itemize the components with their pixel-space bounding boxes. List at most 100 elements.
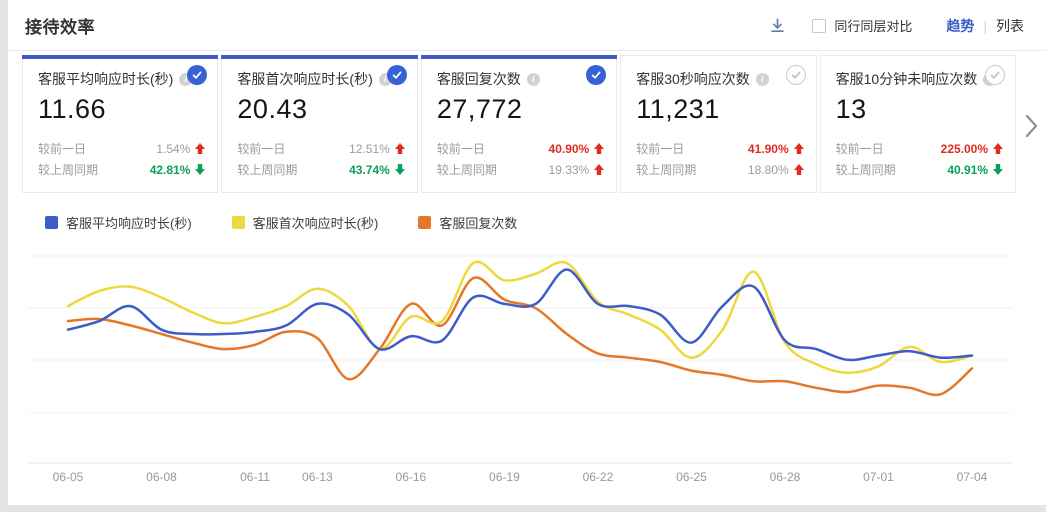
view-toggle-trend[interactable]: 趋势 <box>946 17 975 34</box>
card-compare-rows: 较前一日 225.00% 较上周同期 40.91% <box>835 138 1004 180</box>
legend-item-avg-response-time[interactable]: 客服平均响应时长(秒) <box>45 213 192 232</box>
legend-swatch <box>45 216 58 229</box>
metric-card-title: 客服30秒响应次数 <box>636 71 750 87</box>
card-select-badge[interactable] <box>386 65 407 85</box>
compare-row: 较上周同期 18.80% <box>636 159 804 180</box>
metric-card-title: 客服首次响应时长(秒) <box>237 71 373 87</box>
chart-legend: 客服平均响应时长(秒) 客服首次响应时长(秒) 客服回复次数 <box>45 213 1046 232</box>
metric-card-4[interactable]: 客服10分钟未响应次数 i 13 较前一日 225.00% 较上周同期 40.9… <box>819 55 1017 193</box>
trend-up-icon <box>195 143 206 154</box>
legend-label: 客服首次响应时长(秒) <box>252 216 379 231</box>
compare-row: 较上周同期 43.74% <box>237 159 405 180</box>
x-axis-label: 06-28 <box>770 470 801 484</box>
card-compare-rows: 较前一日 40.90% 较上周同期 19.33% <box>436 138 605 180</box>
x-axis-label: 06-19 <box>489 470 520 484</box>
metric-cards-row: 客服平均响应时长(秒) i 11.66 较前一日 1.54% 较上周同期 42.… <box>8 51 1046 193</box>
card-title-row: 客服平均响应时长(秒) i <box>38 69 205 89</box>
check-icon <box>791 71 801 79</box>
trend-up-icon <box>594 143 605 154</box>
compare-value: 1.54% <box>156 142 206 156</box>
compare-value: 40.91% <box>947 163 1004 177</box>
metric-value: 20.43 <box>237 94 308 124</box>
trend-up-icon <box>993 143 1004 154</box>
metric-card-3[interactable]: 客服30秒响应次数 i 11,231 较前一日 41.90% 较上周同期 18.… <box>620 55 817 193</box>
metric-card-title: 客服回复次数 <box>436 71 521 87</box>
compare-row: 较前一日 12.51% <box>237 138 405 159</box>
legend-swatch <box>418 216 432 229</box>
legend-label: 客服平均响应时长(秒) <box>66 216 192 231</box>
compare-row: 较上周同期 19.33% <box>437 159 605 180</box>
card-select-badge[interactable] <box>785 65 806 85</box>
card-title-row: 客服30秒响应次数 i <box>636 69 803 89</box>
compare-value: 43.74% <box>349 163 405 177</box>
compare-value: 12.51% <box>349 142 405 156</box>
x-axis-label: 06-13 <box>302 470 333 484</box>
compare-label: 较前一日 <box>636 142 685 156</box>
trend-up-icon <box>793 164 804 175</box>
view-toggle-list[interactable]: 列表 <box>996 17 1024 34</box>
legend-label: 客服回复次数 <box>439 216 518 231</box>
peer-compare-checkbox[interactable] <box>812 18 827 33</box>
compare-label: 较前一日 <box>835 142 884 156</box>
card-compare-rows: 较前一日 1.54% 较上周同期 42.81% <box>38 138 206 180</box>
compare-row: 较前一日 1.54% <box>38 138 206 159</box>
chevron-right-icon <box>1025 114 1037 138</box>
info-icon[interactable]: i <box>526 72 540 86</box>
compare-row: 较上周同期 40.91% <box>835 159 1004 180</box>
download-icon <box>771 18 785 32</box>
legend-item-reply-count[interactable]: 客服回复次数 <box>418 213 517 232</box>
compare-row: 较前一日 41.90% <box>636 138 804 159</box>
card-compare-rows: 较前一日 12.51% 较上周同期 43.74% <box>237 138 405 180</box>
card-select-badge[interactable] <box>586 65 607 85</box>
peer-compare-label: 同行同层对比 <box>834 19 913 34</box>
trend-down-icon <box>195 164 206 175</box>
card-title-row: 客服回复次数 i <box>437 69 604 89</box>
compare-label: 较上周同期 <box>835 163 896 177</box>
series-line-first-response-time <box>66 260 974 374</box>
compare-row: 较前一日 225.00% <box>835 138 1004 159</box>
trend-chart: 06-05 06-08 06-11 06-13 06-16 06-19 06-22 06-25… <box>28 255 1012 484</box>
trend-up-icon <box>594 164 605 175</box>
compare-row: 较上周同期 42.81% <box>38 159 206 180</box>
compare-value: 19.33% <box>549 163 605 177</box>
compare-value: 42.81% <box>150 163 206 177</box>
compare-label: 较上周同期 <box>38 163 99 177</box>
view-toggle: 趋势 | 列表 <box>946 16 1024 36</box>
peer-compare-toggle[interactable]: 同行同层对比 <box>812 16 912 35</box>
download-button[interactable] <box>769 17 786 34</box>
metric-value: 27,772 <box>436 94 523 124</box>
compare-label: 较上周同期 <box>237 163 298 177</box>
page-title: 接待效率 <box>25 18 95 37</box>
metric-value: 13 <box>835 94 867 124</box>
card-title-row: 客服首次响应时长(秒) i <box>237 69 404 89</box>
check-icon <box>990 71 1000 79</box>
metric-card-2[interactable]: 客服回复次数 i 27,772 较前一日 40.90% 较上周同期 19.33% <box>420 55 618 193</box>
trend-chart-container: 06-05 06-08 06-11 06-13 06-16 06-19 06-22 06-25… <box>20 238 1046 493</box>
card-select-badge[interactable] <box>187 65 208 85</box>
view-toggle-divider: | <box>983 17 987 34</box>
x-axis-label: 06-08 <box>146 470 177 484</box>
x-axis-label: 06-16 <box>396 470 427 484</box>
legend-swatch <box>231 216 245 229</box>
compare-value: 40.90% <box>549 142 605 156</box>
series-line-reply-count <box>66 276 974 397</box>
trend-up-icon <box>793 143 804 154</box>
x-axis-label: 06-05 <box>53 470 84 484</box>
carousel-next-button[interactable] <box>1020 109 1042 143</box>
trend-down-icon <box>394 164 405 175</box>
metric-card-0[interactable]: 客服平均响应时长(秒) i 11.66 较前一日 1.54% 较上周同期 42.… <box>22 55 219 193</box>
check-icon <box>591 71 601 79</box>
metric-card-title: 客服10分钟未响应次数 <box>835 71 978 87</box>
compare-label: 较前一日 <box>436 142 485 156</box>
metric-value: 11.66 <box>38 94 107 124</box>
card-select-badge[interactable] <box>985 65 1006 85</box>
header-divider <box>8 50 1046 51</box>
x-axis-label: 07-01 <box>863 470 894 484</box>
legend-item-first-response-time[interactable]: 客服首次响应时长(秒) <box>231 213 379 232</box>
metric-card-1[interactable]: 客服首次响应时长(秒) i 20.43 较前一日 12.51% 较上周同期 43… <box>221 55 419 193</box>
check-icon <box>392 71 402 79</box>
x-axis-label: 07-04 <box>957 470 988 484</box>
info-icon[interactable]: i <box>755 72 769 86</box>
x-axis-label: 06-11 <box>240 470 270 484</box>
